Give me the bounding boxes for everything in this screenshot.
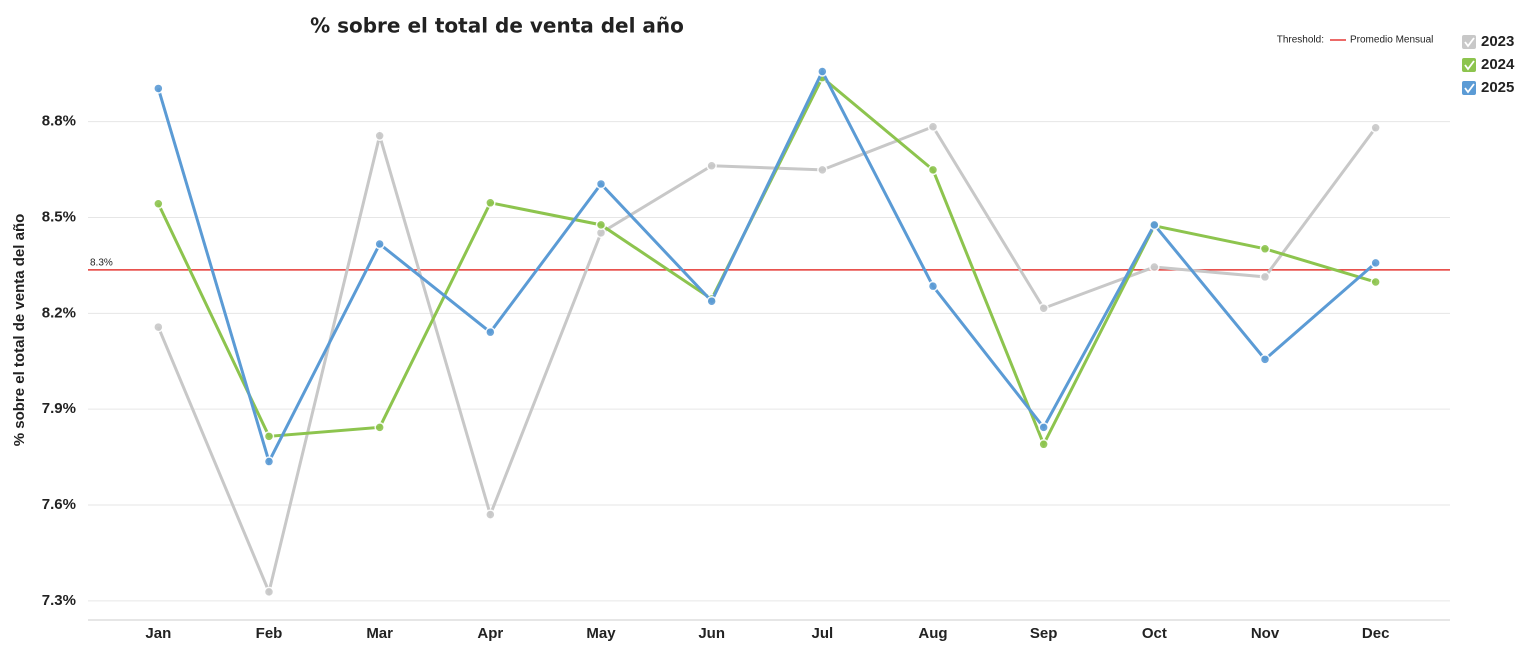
data-point — [263, 431, 275, 442]
data-point — [1149, 219, 1160, 231]
data-point — [485, 509, 496, 520]
legend-label: 2023 — [1481, 33, 1514, 50]
x-tick-label: Sep — [1030, 625, 1058, 642]
data-point — [485, 326, 496, 338]
chart-title: % sobre el total de venta del año — [310, 14, 684, 38]
y-tick-label: 7.9% — [42, 400, 76, 417]
x-tick-label: May — [586, 625, 616, 642]
data-point — [927, 121, 939, 133]
threshold-title: Threshold: — [1277, 35, 1324, 46]
data-point — [1370, 276, 1381, 288]
y-tick-label: 7.3% — [42, 592, 76, 609]
x-tick-label: Apr — [477, 625, 503, 642]
legend-check — [1464, 37, 1475, 48]
data-point — [817, 66, 828, 77]
data-point — [374, 130, 385, 141]
x-tick-label: Oct — [1142, 625, 1167, 642]
legend-checkbox[interactable] — [1462, 58, 1476, 72]
y-axis-label: % sobre el total de venta del año — [11, 214, 28, 447]
x-tick-label: Jul — [811, 625, 833, 642]
y-tick-label: 8.5% — [42, 208, 76, 225]
series-line — [156, 124, 1377, 597]
data-point — [153, 321, 164, 333]
data-point — [263, 586, 275, 598]
data-point — [374, 422, 385, 433]
x-tick-label: Feb — [256, 625, 283, 642]
data-point — [1370, 122, 1381, 133]
data-point — [263, 456, 275, 467]
data-point — [485, 197, 496, 209]
legend-label: 2024 — [1481, 56, 1515, 73]
x-tick-label: Jan — [145, 625, 171, 642]
threshold-label: 8.3% — [90, 258, 113, 269]
legend-label: 2025 — [1481, 79, 1514, 96]
x-tick-label: Aug — [918, 625, 947, 642]
data-point — [927, 164, 939, 176]
series-line — [156, 75, 1377, 448]
data-point — [706, 295, 717, 307]
data-point — [374, 238, 385, 250]
data-point — [1259, 354, 1271, 365]
series-line — [156, 68, 1377, 466]
data-point — [153, 198, 164, 210]
data-point — [1370, 257, 1381, 269]
y-tick-label: 7.6% — [42, 496, 76, 513]
data-point — [1259, 243, 1271, 255]
data-point — [1038, 439, 1049, 450]
data-point — [1038, 302, 1049, 314]
legend-checkbox[interactable] — [1462, 35, 1476, 49]
legend-checkbox[interactable] — [1462, 81, 1476, 95]
data-point — [595, 178, 607, 190]
data-point — [1149, 261, 1160, 273]
data-point — [1259, 271, 1271, 283]
x-tick-label: Jun — [698, 625, 725, 642]
legend-check — [1464, 83, 1475, 94]
x-tick-label: Dec — [1362, 625, 1390, 642]
data-point — [927, 280, 939, 292]
data-point — [595, 219, 607, 231]
data-point — [706, 160, 717, 171]
x-tick-label: Nov — [1251, 625, 1280, 642]
threshold-legend-label: Promedio Mensual — [1350, 35, 1433, 46]
x-tick-label: Mar — [366, 625, 393, 642]
data-point — [1038, 422, 1049, 433]
y-tick-label: 8.8% — [42, 113, 76, 130]
data-point — [153, 83, 164, 94]
legend-check — [1464, 60, 1475, 71]
data-point — [817, 164, 828, 176]
y-tick-label: 8.2% — [42, 304, 76, 321]
